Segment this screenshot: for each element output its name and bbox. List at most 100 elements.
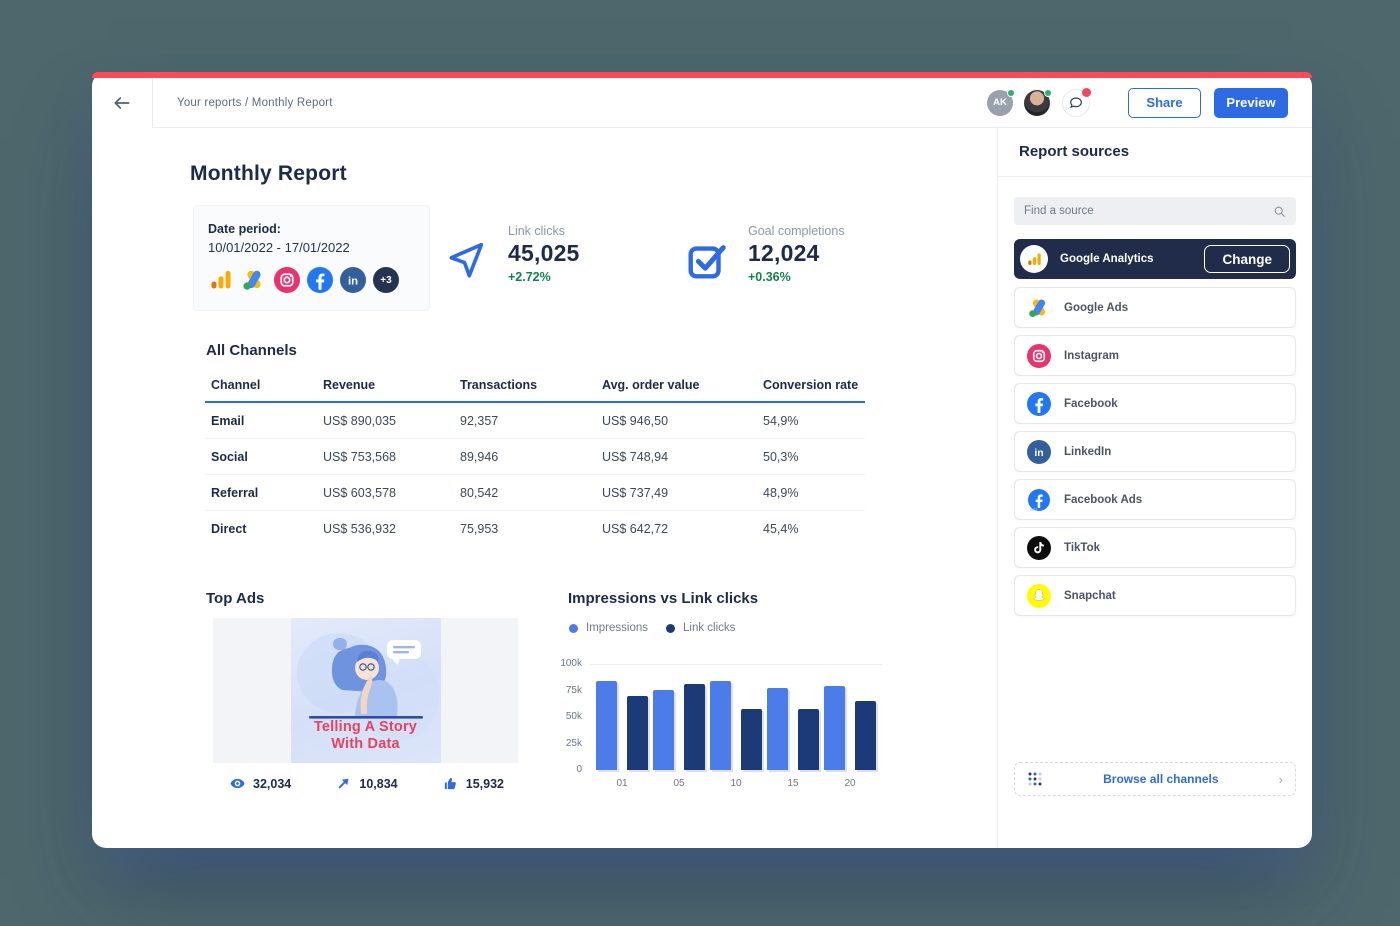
legend-dot xyxy=(666,623,675,633)
snapchat-icon xyxy=(1027,583,1051,608)
google-analytics-icon xyxy=(208,267,234,293)
table-cell: Referral xyxy=(211,486,259,500)
online-status-dot xyxy=(1007,88,1015,97)
svg-text:ads: ads xyxy=(1030,506,1038,511)
ad-stat-value: 10,834 xyxy=(359,776,398,791)
y-axis-tick: 25k xyxy=(565,737,582,749)
column-header: Channel xyxy=(211,378,261,392)
tiktok-icon xyxy=(1027,535,1051,560)
source-item-snapchat[interactable]: Snapchat xyxy=(1014,575,1296,616)
chart-legend: Impressions Link clicks xyxy=(569,622,753,634)
table-cell: 92,357 xyxy=(460,414,499,428)
date-period-value: 10/01/2022 - 17/01/2022 xyxy=(208,240,350,255)
google-ads-icon xyxy=(241,267,267,293)
legend-item: Impressions xyxy=(569,622,648,634)
source-item-linkedin[interactable]: in LinkedIn xyxy=(1014,431,1296,472)
table-cell: US$ 753,568 xyxy=(323,450,396,464)
table-cell: US$ 603,578 xyxy=(323,486,396,500)
linkedin-icon: in xyxy=(1027,439,1051,464)
preview-button[interactable]: Preview xyxy=(1214,87,1288,118)
bar-link-clicks-05 xyxy=(684,684,705,770)
metric-value: 12,024 xyxy=(748,240,820,266)
avatar-photo[interactable] xyxy=(1024,88,1052,116)
source-item-facebook-ads[interactable]: ads Facebook Ads xyxy=(1014,479,1296,520)
source-search[interactable] xyxy=(1014,197,1296,225)
table-cell: 50,3% xyxy=(763,450,799,464)
share-button[interactable]: Share xyxy=(1128,87,1201,118)
table-cell: 54,9% xyxy=(763,414,799,428)
table-row: Email US$ 890,035 92,357 US$ 946,50 54,9% xyxy=(205,403,865,439)
browse-label: Browse all channels xyxy=(1103,772,1219,786)
table-row: Referral US$ 603,578 80,542 US$ 737,49 48,9% xyxy=(205,475,865,511)
source-label: Facebook xyxy=(1064,397,1118,410)
date-period-card: Date period: 10/01/2022 - 17/01/2022 in … xyxy=(193,205,430,311)
bar-group-15 xyxy=(767,688,819,770)
ad-stat-clicks: 10,834 xyxy=(335,775,398,792)
table-header-row: Channel Revenue Transactions Avg. order val… xyxy=(205,372,865,403)
source-label: Google Ads xyxy=(1064,301,1129,314)
x-axis-label: 20 xyxy=(844,778,856,789)
avatar-ak[interactable]: AK xyxy=(987,88,1015,116)
ad-stat-views: 32,034 xyxy=(229,775,291,792)
instagram-icon xyxy=(274,267,300,293)
change-source-button[interactable]: Change xyxy=(1204,245,1290,273)
table-cell: 48,9% xyxy=(763,486,799,500)
thumbs-up-icon xyxy=(442,775,459,792)
top-ads-section-title: Top Ads xyxy=(206,590,265,607)
bar-impressions-01 xyxy=(596,681,617,770)
source-item-instagram[interactable]: Instagram xyxy=(1014,335,1296,376)
table-row: Social US$ 753,568 89,946 US$ 748,94 50,3% xyxy=(205,439,865,475)
online-status-dot xyxy=(1044,88,1052,97)
page-title: Monthly Report xyxy=(190,162,347,185)
bar-link-clicks-20 xyxy=(855,701,876,770)
chat-icon xyxy=(1068,95,1084,111)
bar-chart xyxy=(590,664,882,770)
avatar-initials: AK xyxy=(993,97,1007,108)
table-cell: 75,953 xyxy=(460,522,499,536)
table-cell: Direct xyxy=(211,522,247,536)
bar-impressions-10 xyxy=(710,681,731,770)
ad-title: Telling A Story With Data xyxy=(291,719,441,753)
source-item-google-ads[interactable]: Google Ads xyxy=(1014,287,1296,328)
ad-title-line1: Telling A Story xyxy=(313,719,418,735)
cursor-icon xyxy=(444,238,490,284)
ad-illustration xyxy=(296,633,439,740)
facebook-ads-icon: ads xyxy=(1027,488,1051,512)
chat-button[interactable] xyxy=(1062,87,1091,117)
grid-icon xyxy=(1027,771,1043,787)
y-axis-tick: 100k xyxy=(560,658,582,669)
source-item-facebook[interactable]: Facebook xyxy=(1014,383,1296,424)
bar-impressions-20 xyxy=(824,686,845,770)
browse-all-channels[interactable]: Browse all channels › xyxy=(1014,762,1296,796)
metric-delta: +0.36% xyxy=(748,270,791,284)
chevron-right-icon: › xyxy=(1278,771,1283,787)
x-axis-label: 15 xyxy=(787,778,799,789)
top-ad-card: Telling A Story With Data xyxy=(213,618,518,763)
linkedin-icon: in xyxy=(340,267,366,293)
table-row: Direct US$ 536,932 75,953 US$ 642,72 45,4% xyxy=(205,511,865,546)
ad-stat-value: 15,932 xyxy=(465,776,504,791)
source-label: LinkedIn xyxy=(1064,445,1112,458)
date-period-label: Date period: xyxy=(208,222,281,236)
source-label: Snapchat xyxy=(1064,589,1116,602)
back-arrow-icon[interactable] xyxy=(112,93,132,113)
extra-sources-badge: +3 xyxy=(373,267,399,293)
selected-source-label: Google Analytics xyxy=(1060,253,1154,265)
table-cell: US$ 642,72 xyxy=(602,522,669,536)
bar-link-clicks-15 xyxy=(798,709,819,770)
table-cell: US$ 748,94 xyxy=(602,450,669,464)
ad-stat-value: 32,034 xyxy=(253,776,292,791)
bar-group-20 xyxy=(824,686,876,770)
selected-source-google-analytics[interactable]: Google Analytics Change xyxy=(1014,239,1296,279)
search-icon xyxy=(1273,205,1286,218)
source-item-tiktok[interactable]: TikTok xyxy=(1014,527,1296,568)
send-icon xyxy=(335,775,352,792)
channels-section-title: All Channels xyxy=(206,342,297,359)
metric-value: 45,025 xyxy=(508,240,580,266)
ad-stat-likes: 15,932 xyxy=(442,775,504,792)
table-cell: 45,4% xyxy=(763,522,799,536)
notification-dot xyxy=(1082,87,1091,97)
breadcrumb[interactable]: Your reports / Monthly Report xyxy=(177,96,333,109)
search-input[interactable] xyxy=(1024,205,1273,217)
legend-label: Impressions xyxy=(586,622,648,634)
